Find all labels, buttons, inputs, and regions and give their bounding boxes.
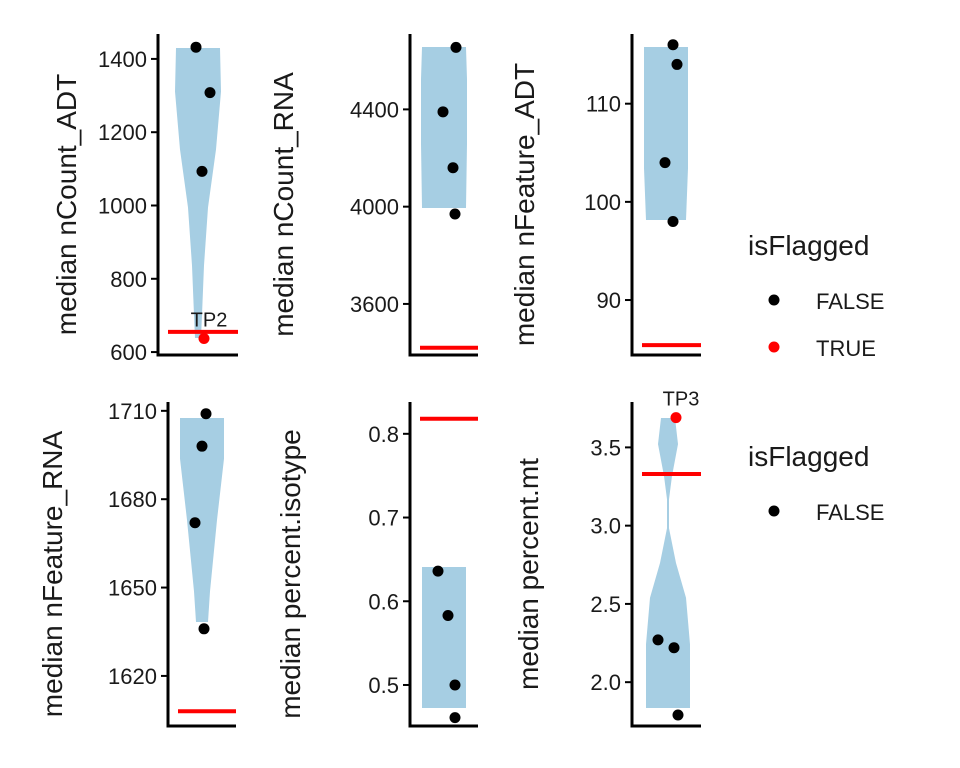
y-tick-label: 2.5 — [590, 592, 621, 617]
legend-swatch — [768, 294, 780, 306]
legend-label: FALSE — [816, 500, 884, 525]
y-tick-label: 1620 — [108, 664, 157, 689]
legend-title: isFlagged — [748, 441, 869, 472]
legend-label: FALSE — [816, 289, 884, 314]
chart-panel-6: 2.0 2.5 3.0 3.5 median percent.mt TP3 — [513, 389, 701, 728]
y-tick-label: 3.0 — [590, 514, 621, 539]
data-point — [447, 162, 459, 174]
data-point — [200, 408, 212, 420]
data-point — [198, 623, 210, 635]
y-axis-title: median percent.isotype — [275, 429, 306, 719]
data-point — [450, 41, 462, 53]
y-tick-label: 0.7 — [368, 506, 399, 531]
y-axis-title: median nCount_ADT — [51, 74, 82, 335]
y-axis-title: median nFeature_ADT — [509, 63, 540, 346]
data-point — [449, 208, 461, 220]
legend-1: isFlagged FALSE TRUE — [748, 230, 884, 361]
legend-label: TRUE — [816, 336, 876, 361]
point-label: TP2 — [191, 310, 228, 332]
data-point — [659, 157, 671, 169]
violin-shape — [421, 47, 467, 208]
legend-title: isFlagged — [748, 230, 869, 261]
data-point — [196, 440, 208, 452]
y-tick-label: 1400 — [98, 47, 147, 72]
chart-panel-4: 1620 1650 1680 1710 median nFeature_RNA — [37, 399, 236, 728]
data-point — [442, 609, 454, 621]
flagged-point — [670, 412, 682, 424]
legend-swatch — [768, 341, 780, 353]
point-label: TP3 — [663, 389, 700, 411]
data-point — [667, 215, 679, 227]
y-tick-label: 0.8 — [368, 422, 399, 447]
y-tick-label: 110 — [586, 92, 621, 117]
data-point — [652, 634, 664, 646]
data-point — [189, 517, 201, 529]
chart-panel-3: 90 100 110 median nFeature_ADT — [509, 34, 701, 357]
data-point — [190, 41, 202, 53]
y-tick-label: 0.6 — [368, 589, 399, 614]
y-tick-label: 90 — [597, 288, 621, 313]
data-point — [432, 565, 444, 577]
y-tick-label: 0.5 — [368, 673, 399, 698]
y-tick-label: 1200 — [98, 120, 147, 145]
y-tick-label: 1000 — [98, 193, 147, 218]
data-point — [449, 679, 461, 691]
violin-shape — [175, 48, 221, 338]
y-tick-label: 3600 — [350, 292, 399, 317]
chart-panel-2: 3600 4000 4400 median nCount_RNA — [268, 34, 478, 357]
data-point — [667, 39, 679, 51]
data-point — [672, 709, 684, 721]
chart-panel-1: 600 800 1000 1200 1400 median nCount_ADT TP2 — [51, 34, 238, 365]
y-axis-title: median nCount_RNA — [268, 72, 299, 337]
data-point — [671, 58, 683, 70]
y-tick-label: 1680 — [108, 487, 157, 512]
violin-shape — [644, 47, 688, 220]
y-tick-label: 4000 — [350, 195, 399, 220]
y-tick-label: 3.5 — [590, 435, 621, 460]
data-point — [668, 642, 680, 654]
data-point — [204, 87, 216, 99]
y-axis-title: median nFeature_RNA — [37, 430, 68, 717]
legend-2: isFlagged FALSE — [748, 441, 884, 525]
y-axis-title: median percent.mt — [513, 458, 544, 690]
violin-shape — [646, 418, 690, 708]
y-tick-label: 600 — [110, 340, 147, 365]
flagged-point — [198, 333, 210, 345]
legend-swatch — [768, 505, 780, 517]
chart-panel-5: 0.5 0.6 0.7 0.8 median percent.isotype — [275, 402, 478, 728]
violin-shape — [422, 567, 466, 708]
data-point — [449, 712, 461, 724]
y-tick-label: 1650 — [108, 576, 157, 601]
y-tick-label: 100 — [584, 190, 621, 215]
data-point — [196, 165, 208, 177]
y-tick-label: 2.0 — [590, 670, 621, 695]
y-tick-label: 4400 — [350, 97, 399, 122]
y-tick-label: 800 — [110, 267, 147, 292]
data-point — [437, 106, 449, 118]
y-tick-label: 1710 — [108, 399, 157, 424]
violin-shape — [180, 418, 224, 622]
